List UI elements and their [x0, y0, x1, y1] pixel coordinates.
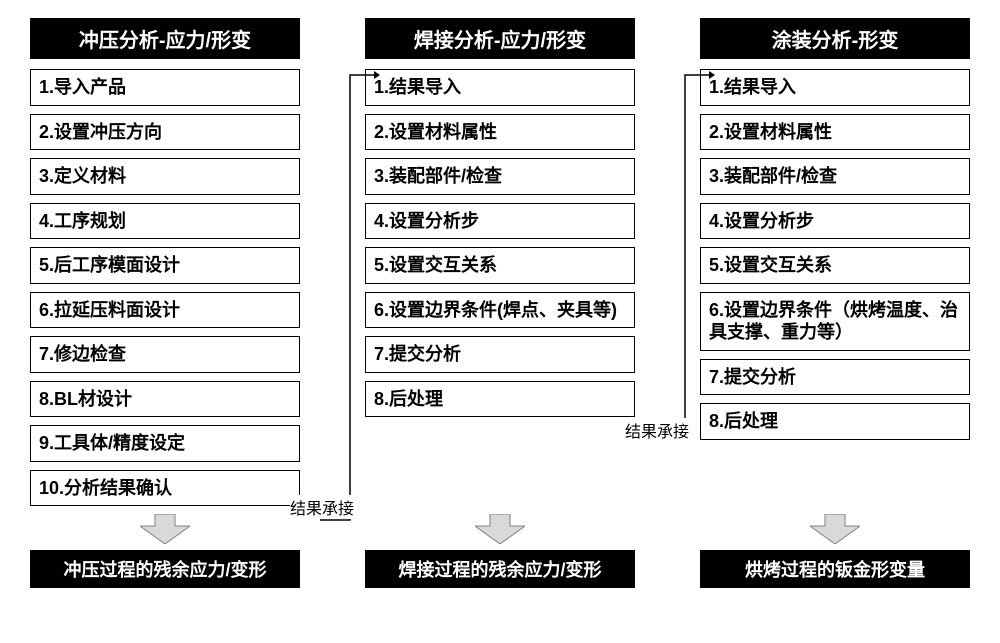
- steps-list: 1.结果导入 2.设置材料属性 3.装配部件/检查 4.设置分析步 5.设置交互关系 6.…: [700, 69, 970, 448]
- step-box: 5.设置交互关系: [700, 247, 970, 284]
- step-box: 4.设置分析步: [700, 203, 970, 240]
- down-arrow-icon: [140, 514, 190, 544]
- step-box: 4.工序规划: [30, 203, 300, 240]
- column-footer: 烘烤过程的钣金形变量: [700, 550, 970, 588]
- step-box: 9.工具体/精度设定: [30, 425, 300, 462]
- step-box: 6.拉延压料面设计: [30, 292, 300, 329]
- step-box: 5.设置交互关系: [365, 247, 635, 284]
- step-box: 10.分析结果确认: [30, 470, 300, 507]
- flowchart-root: 冲压分析-应力/形变 1.导入产品 2.设置冲压方向 3.定义材料 4.工序规划 5.后…: [0, 0, 1000, 598]
- step-box: 7.提交分析: [700, 359, 970, 396]
- flow-label-1: 结果承接: [290, 495, 354, 519]
- step-box: 3.装配部件/检查: [365, 158, 635, 195]
- column-painting: 涂装分析-形变 1.结果导入 2.设置材料属性 3.装配部件/检查 4.设置分析步 5.…: [700, 18, 970, 588]
- step-box: 8.BL材设计: [30, 381, 300, 418]
- step-box: 2.设置材料属性: [365, 114, 635, 151]
- step-box: 4.设置分析步: [365, 203, 635, 240]
- column-footer: 冲压过程的残余应力/变形: [30, 550, 300, 588]
- column-header: 冲压分析-应力/形变: [30, 18, 300, 59]
- down-arrow-icon: [810, 514, 860, 544]
- step-box: 8.后处理: [700, 403, 970, 440]
- step-box: 1.导入产品: [30, 69, 300, 106]
- step-box: 8.后处理: [365, 381, 635, 418]
- column-header: 焊接分析-应力/形变: [365, 18, 635, 59]
- column-header: 涂装分析-形变: [700, 18, 970, 59]
- column-footer: 焊接过程的残余应力/变形: [365, 550, 635, 588]
- steps-list: 1.结果导入 2.设置材料属性 3.装配部件/检查 4.设置分析步 5.设置交互关系 6.…: [365, 69, 635, 425]
- step-box: 7.提交分析: [365, 336, 635, 373]
- down-arrow-icon: [475, 514, 525, 544]
- step-box: 3.装配部件/检查: [700, 158, 970, 195]
- step-box: 1.结果导入: [365, 69, 635, 106]
- step-box: 3.定义材料: [30, 158, 300, 195]
- step-box: 2.设置材料属性: [700, 114, 970, 151]
- steps-list: 1.导入产品 2.设置冲压方向 3.定义材料 4.工序规划 5.后工序模面设计 6.拉延压…: [30, 69, 300, 514]
- column-stamping: 冲压分析-应力/形变 1.导入产品 2.设置冲压方向 3.定义材料 4.工序规划 5.后…: [30, 18, 300, 588]
- step-box: 1.结果导入: [700, 69, 970, 106]
- step-box: 5.后工序模面设计: [30, 247, 300, 284]
- step-box: 2.设置冲压方向: [30, 114, 300, 151]
- step-box: 6.设置边界条件(焊点、夹具等): [365, 292, 635, 329]
- column-welding: 焊接分析-应力/形变 1.结果导入 2.设置材料属性 3.装配部件/检查 4.设置分析…: [365, 18, 635, 588]
- step-box: 7.修边检查: [30, 336, 300, 373]
- flow-label-2: 结果承接: [625, 418, 689, 442]
- step-box: 6.设置边界条件（烘烤温度、治具支撑、重力等）: [700, 292, 970, 351]
